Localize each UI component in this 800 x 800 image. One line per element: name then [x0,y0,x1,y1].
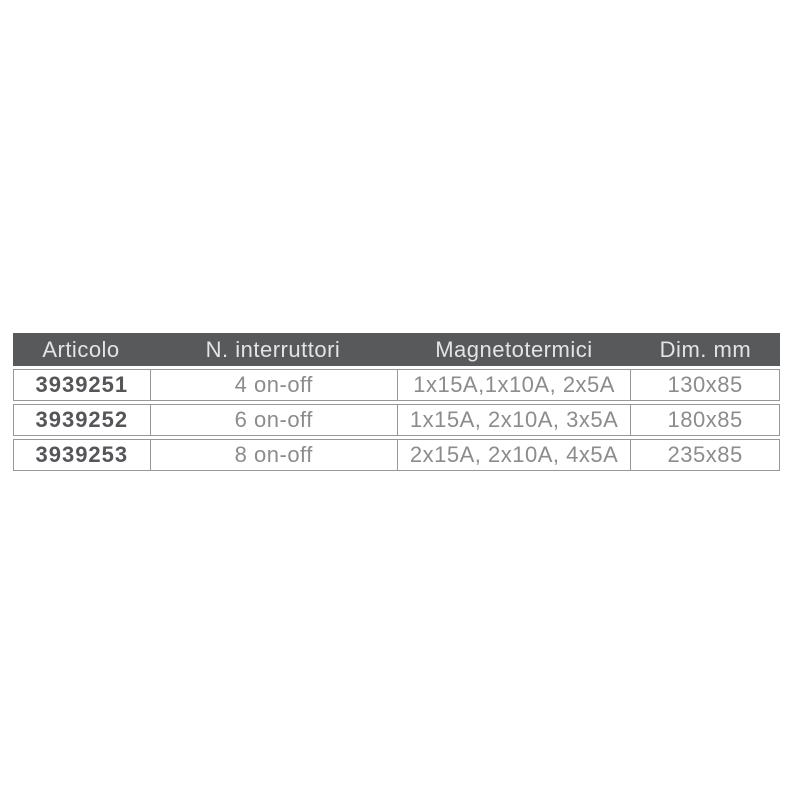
cell-articolo: 3939253 [35,442,129,467]
cell-dim-mm: 235x85 [630,440,779,470]
product-spec-table: Articolo N. interruttori Magnetotermici … [13,333,780,471]
cell-dim-mm: 130x85 [630,370,779,400]
column-header-interruttori: N. interruttori [205,336,341,362]
table-row: 3939253 8 on-off 2x15A, 2x10A, 4x5A 235x… [13,439,780,471]
table-header-row: Articolo N. interruttori Magnetotermici … [13,333,780,366]
cell-magnetotermici: 1x15A, 2x10A, 3x5A [396,405,630,435]
column-header-articolo: Articolo [42,336,120,362]
cell-interruttori: 4 on-off [149,370,397,400]
cell-magnetotermici: 2x15A, 2x10A, 4x5A [396,440,630,470]
column-header-dim-mm: Dim. mm [659,336,752,362]
cell-interruttori: 8 on-off [149,440,397,470]
column-header-magnetotermici: Magnetotermici [435,336,593,362]
cell-dim-mm: 180x85 [630,405,779,435]
cell-interruttori: 6 on-off [149,405,397,435]
table-row: 3939252 6 on-off 1x15A, 2x10A, 3x5A 180x… [13,404,780,436]
cell-articolo: 3939252 [35,407,129,432]
cell-magnetotermici: 1x15A,1x10A, 2x5A [396,370,630,400]
table-row: 3939251 4 on-off 1x15A,1x10A, 2x5A 130x8… [13,369,780,401]
cell-articolo: 3939251 [35,372,129,397]
